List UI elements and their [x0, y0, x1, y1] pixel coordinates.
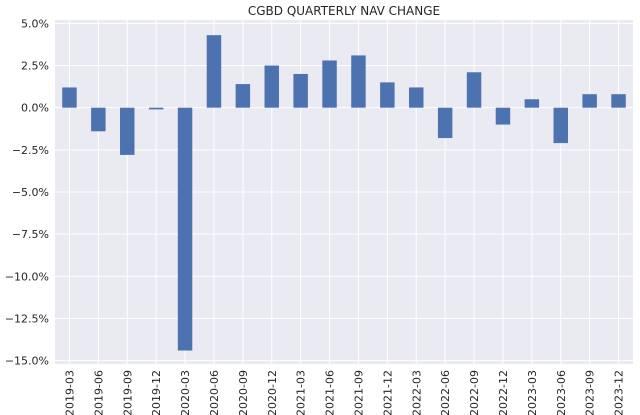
x-tick-label: 2021-12	[381, 370, 394, 415]
y-tick-label: −7.5%	[12, 228, 49, 241]
bar-2021-03	[293, 73, 308, 108]
bar-2022-12	[495, 107, 511, 125]
y-tick-label: −5.0%	[12, 186, 49, 199]
bar-2019-09	[120, 107, 135, 155]
x-tick-label: 2019-06	[92, 370, 105, 415]
y-tick-label: −10.0%	[5, 270, 49, 283]
y-tick-label: 5.0%	[21, 17, 49, 30]
x-tick-label: 2022-12	[497, 370, 510, 415]
x-tick-label: 2022-03	[410, 370, 423, 415]
bar-2023-06	[553, 107, 568, 144]
bar-2020-09	[235, 84, 251, 108]
bar-2020-12	[264, 65, 279, 108]
x-tick-label: 2022-09	[468, 370, 481, 415]
bar-2021-12	[380, 82, 395, 108]
x-tick-labels: 2019-03 2019-06 2019-09 2019-12 2020-03 2020-…	[63, 370, 625, 415]
bar-2023-09	[582, 94, 597, 108]
y-tick-labels: 5.0% 2.5% 0.0% −2.5% −5.0% −7.5% −10.0% −12.5% −…	[5, 17, 49, 367]
bar-2019-06	[91, 107, 106, 132]
x-tick-label: 2023-03	[526, 370, 539, 415]
x-tick-label: 2020-09	[237, 370, 250, 415]
bar-2021-06	[322, 60, 337, 108]
x-tick-label: 2019-09	[121, 370, 134, 415]
x-tick-label: 2023-12	[613, 370, 626, 415]
y-tick-label: −12.5%	[5, 312, 49, 325]
x-tick-label: 2021-03	[295, 370, 308, 415]
x-tick-label: 2019-03	[63, 370, 76, 415]
x-tick-label: 2023-09	[584, 370, 597, 415]
y-tick-label: 2.5%	[21, 60, 49, 73]
bar-2020-03	[177, 107, 193, 351]
x-tick-label: 2022-06	[439, 370, 452, 415]
bar-2023-12	[611, 94, 626, 108]
bar-2019-12	[148, 107, 164, 110]
bar-2020-06	[206, 35, 222, 108]
y-tick-label: −15.0%	[5, 355, 49, 368]
bar-2019-03	[62, 87, 77, 108]
y-tick-label: −2.5%	[12, 144, 49, 157]
bar-2023-03	[524, 99, 540, 108]
chart-title: CGBD QUARTERLY NAV CHANGE	[248, 4, 440, 18]
y-tick-label: 0.0%	[21, 102, 49, 115]
x-tick-label: 2021-06	[324, 370, 337, 415]
x-tick-label: 2020-06	[208, 370, 221, 415]
bar-2021-09	[351, 55, 366, 108]
bar-2022-09	[466, 72, 482, 108]
x-tick-label: 2023-06	[555, 370, 568, 415]
bar-2022-03	[409, 87, 424, 108]
x-tick-label: 2021-09	[352, 370, 365, 415]
x-tick-label: 2020-12	[266, 370, 279, 415]
bar-2022-06	[437, 107, 453, 139]
x-tick-label: 2019-12	[150, 370, 163, 415]
x-tick-label: 2020-03	[179, 370, 192, 415]
bar-layer	[62, 35, 626, 351]
